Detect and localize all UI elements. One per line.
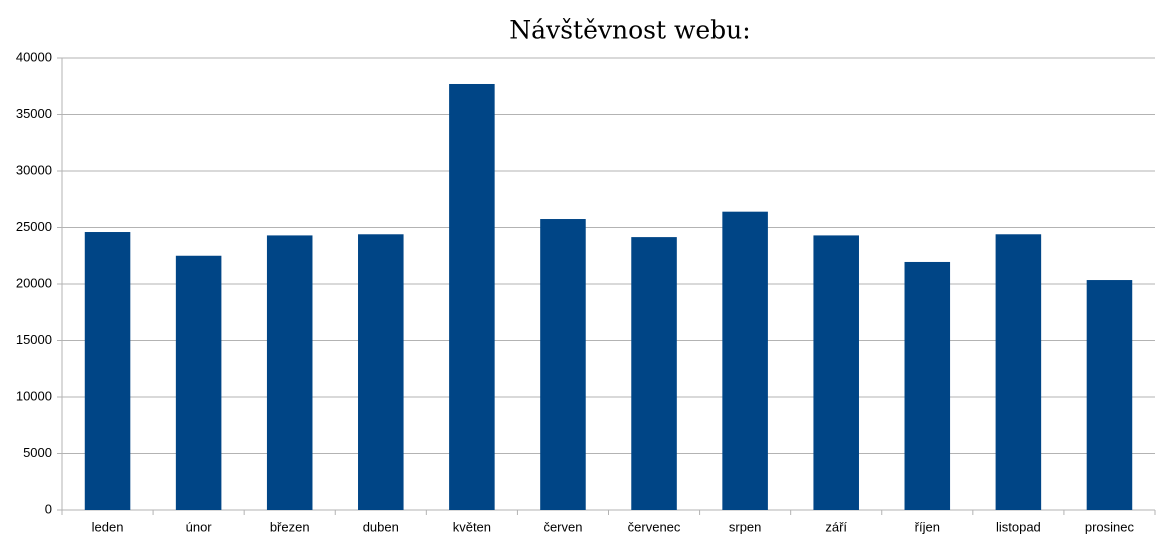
x-tick-label: duben xyxy=(363,519,399,534)
y-tick-label: 30000 xyxy=(16,162,52,177)
bar xyxy=(266,235,313,510)
bar xyxy=(84,232,131,510)
y-tick-label: 40000 xyxy=(16,49,52,64)
x-tick-label: únor xyxy=(186,519,213,534)
x-tick-label: listopad xyxy=(996,519,1041,534)
bar xyxy=(358,234,404,510)
bar xyxy=(540,219,586,510)
y-tick-label: 10000 xyxy=(16,388,52,403)
x-tick-label: červenec xyxy=(628,519,681,534)
bar xyxy=(1086,280,1133,510)
bar xyxy=(449,83,495,511)
y-tick-label: 5000 xyxy=(23,445,52,460)
x-tick-label: říjen xyxy=(915,519,940,534)
x-tick-label: září xyxy=(825,519,847,534)
bar xyxy=(904,261,951,510)
bar xyxy=(175,255,222,510)
y-tick-label: 20000 xyxy=(16,275,52,290)
x-tick-label: březen xyxy=(270,519,310,534)
x-tick-label: leden xyxy=(92,519,124,534)
x-tick-label: červen xyxy=(543,519,582,534)
y-tick-label: 25000 xyxy=(16,219,52,234)
bar xyxy=(722,211,768,510)
bar xyxy=(995,234,1042,510)
y-tick-label: 15000 xyxy=(16,332,52,347)
bar xyxy=(813,235,859,510)
y-tick-label: 0 xyxy=(45,501,52,516)
bar xyxy=(631,237,677,511)
chart-title: Návštěvnost webu: xyxy=(509,16,750,45)
y-tick-label: 35000 xyxy=(16,106,52,121)
x-tick-label: srpen xyxy=(729,519,762,534)
x-tick-label: prosinec xyxy=(1085,519,1135,534)
x-tick-label: květen xyxy=(453,519,491,534)
